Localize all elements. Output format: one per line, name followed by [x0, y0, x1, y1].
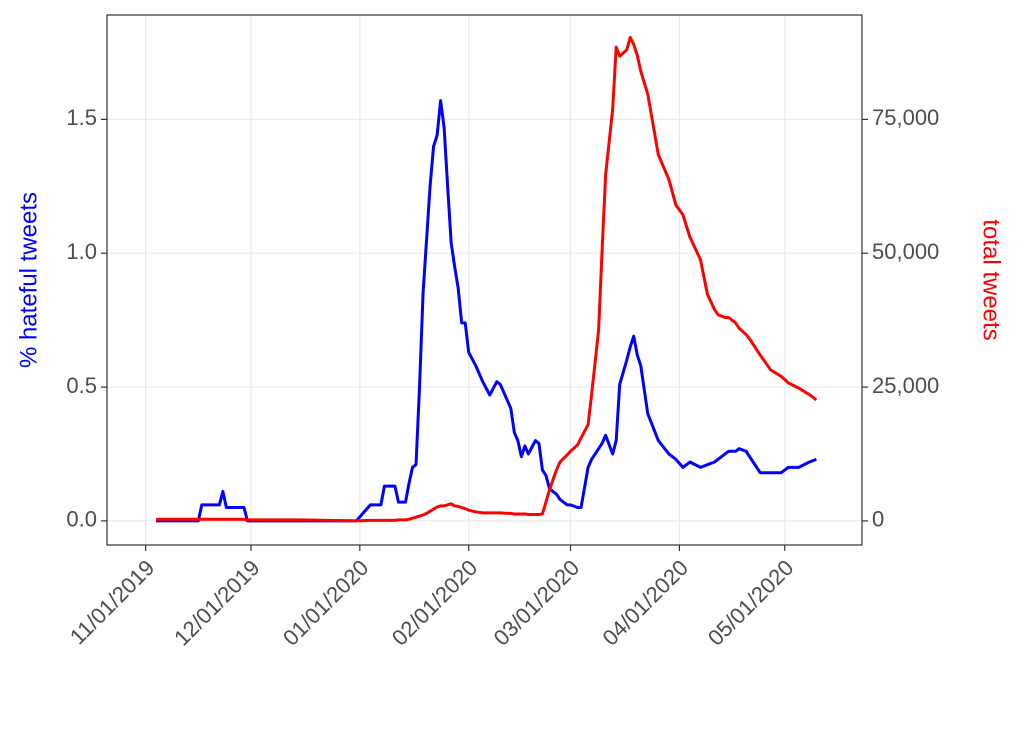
x-tick-label: 01/01/2020: [278, 555, 374, 651]
series-line: [156, 35, 818, 523]
plot-border: [106, 14, 863, 546]
x-tick-label: 03/01/2020: [489, 555, 585, 651]
series-line: [156, 99, 817, 523]
y2-tick-label: 25,000: [872, 373, 939, 398]
y-tick-label: 1.0: [66, 239, 97, 264]
y-axis-title: % hateful tweets: [15, 192, 42, 368]
x-tick-label: 12/01/2019: [169, 555, 265, 651]
x-tick-label: 02/01/2020: [387, 555, 483, 651]
y-tick-label: 0.5: [66, 373, 97, 398]
x-tick-label: 04/01/2020: [598, 555, 694, 651]
x-tick-label: 05/01/2020: [703, 555, 799, 651]
x-tick-label: 11/01/2019: [65, 555, 159, 649]
y-tick-label: 0.0: [66, 507, 97, 532]
y2-tick-label: 50,000: [872, 239, 939, 264]
y2-tick-label: 75,000: [872, 105, 939, 130]
y2-tick-label: 0: [872, 507, 884, 532]
y-tick-label: 1.5: [66, 105, 97, 130]
y2-axis-title: total tweets: [978, 219, 1005, 340]
